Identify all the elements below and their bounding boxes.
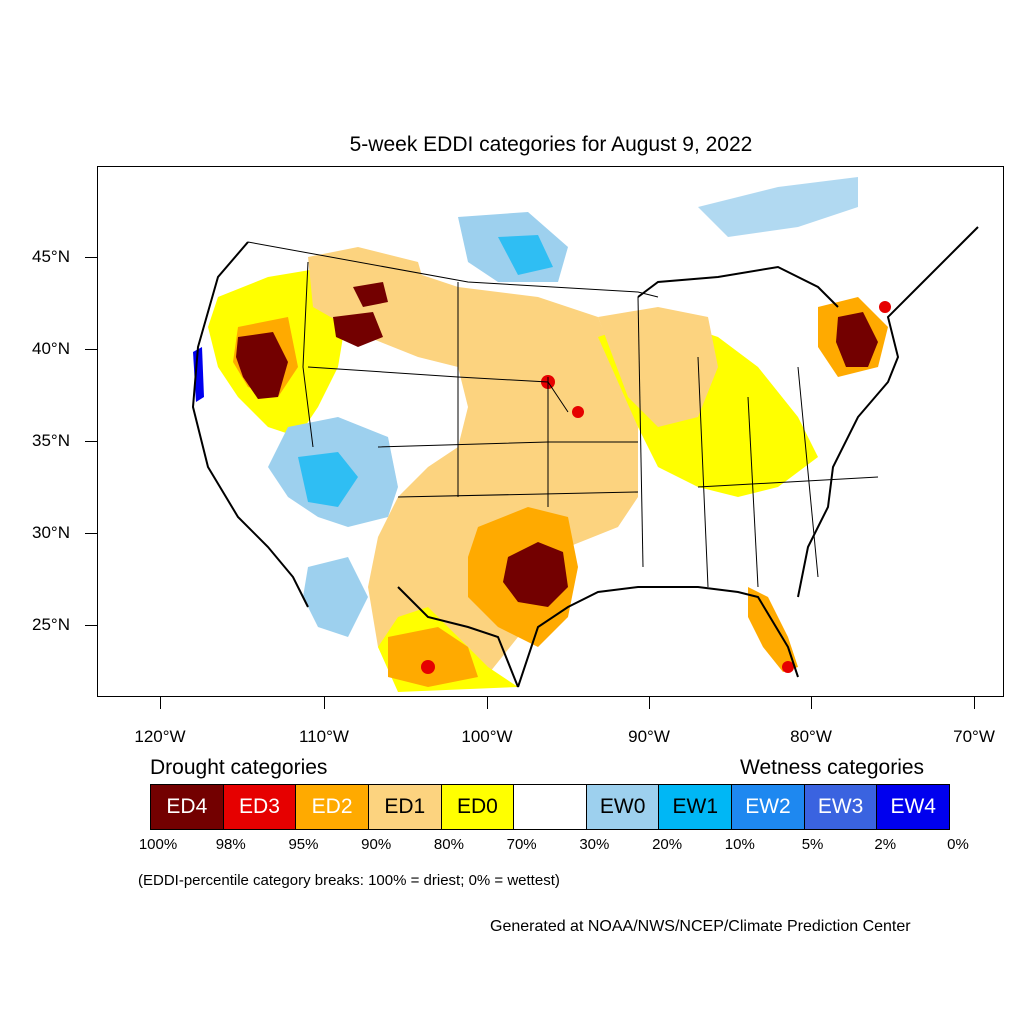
region-ed2-nm <box>388 627 478 687</box>
legend-swatch-ew2: EW2 <box>732 785 805 829</box>
legend-swatch-ed3: ED3 <box>223 785 297 829</box>
lon-tick <box>324 697 325 709</box>
region-ed3-spot <box>572 406 584 418</box>
region-ed3-spot <box>421 660 435 674</box>
lat-label-45: 45°N <box>32 247 70 266</box>
region-ew0-mexico <box>303 557 368 637</box>
lon-tick <box>649 697 650 709</box>
legend-swatch-ew3: EW3 <box>804 785 878 829</box>
region-ed4-wyoming <box>333 312 383 347</box>
region-ed4-northeast <box>836 312 878 367</box>
lat-tick <box>85 441 97 442</box>
percent-break-label: 95% <box>288 836 319 853</box>
region-ed4-texas <box>503 542 568 607</box>
percent-break-label: 98% <box>215 836 246 853</box>
lon-label-80: 80°W <box>790 727 832 746</box>
map-panel <box>97 166 1004 697</box>
legend-swatch-normal <box>514 785 587 829</box>
legend-swatch-ed1: ED1 <box>368 785 442 829</box>
percent-break-label: 80% <box>433 836 464 853</box>
region-ed3-spot <box>879 301 891 313</box>
credit-line: Generated at NOAA/NWS/NCEP/Climate Predi… <box>490 918 911 935</box>
legend-swatch-ed2: ED2 <box>296 785 369 829</box>
lat-tick <box>85 533 97 534</box>
lat-label-35: 35°N <box>32 431 70 450</box>
percent-break-label: 70% <box>506 836 537 853</box>
region-ed1-midwest <box>598 307 718 427</box>
lon-tick <box>160 697 161 709</box>
coastline <box>191 226 979 688</box>
lon-label-110: 110°W <box>299 727 349 746</box>
percent-break-label: 90% <box>361 836 392 853</box>
region-ew4-coast <box>193 347 204 402</box>
lat-tick <box>85 625 97 626</box>
state-boundaries <box>247 241 879 588</box>
lat-label-40: 40°N <box>32 339 70 358</box>
percent-break-label: 30% <box>579 836 610 853</box>
drought-heading: Drought categories <box>150 756 328 779</box>
region-ed2-florida <box>748 587 798 672</box>
percent-break-label: 2% <box>874 836 897 853</box>
region-ed1-plains <box>328 267 638 687</box>
legend-swatch-ew0: EW0 <box>586 785 660 829</box>
percent-break-label: 20% <box>652 836 683 853</box>
lon-label-120: 120°W <box>134 727 186 746</box>
category-legend: ED4 ED3 ED2 ED1 ED0 EW0 EW1 EW2 EW3 EW4 <box>150 784 950 830</box>
region-ed4-montana <box>353 282 388 307</box>
region-ew1-southwest <box>298 452 358 507</box>
eddi-map <box>191 177 979 692</box>
lon-label-70: 70°W <box>953 727 995 746</box>
legend-swatch-ew4: EW4 <box>877 785 950 829</box>
lat-label-30: 30°N <box>32 523 70 542</box>
map-title: 5-week EDDI categories for August 9, 202… <box>349 133 753 156</box>
region-ew1-north <box>498 235 553 275</box>
wetness-heading: Wetness categories <box>740 756 925 779</box>
lon-tick <box>811 697 812 709</box>
lon-tick <box>487 697 488 709</box>
lat-tick <box>85 257 97 258</box>
lon-tick <box>974 697 975 709</box>
percent-break-label: 10% <box>724 836 755 853</box>
percent-break-label: 5% <box>801 836 824 853</box>
region-ew0-lakes <box>698 177 858 237</box>
lon-label-100: 100°W <box>461 727 513 746</box>
percent-break-label: 100% <box>138 836 178 853</box>
percent-break-label: 0% <box>947 836 969 853</box>
lat-label-25: 25°N <box>32 615 70 634</box>
lon-label-90: 90°W <box>628 727 670 746</box>
region-ed4-nevada <box>236 332 288 399</box>
legend-swatch-ew1: EW1 <box>659 785 733 829</box>
region-ed3-spot <box>782 661 794 673</box>
category-note: (EDDI-percentile category breaks: 100% =… <box>138 872 560 889</box>
legend-swatch-ed0: ED0 <box>441 785 515 829</box>
lat-tick <box>85 349 97 350</box>
legend-swatch-ed4: ED4 <box>151 785 224 829</box>
